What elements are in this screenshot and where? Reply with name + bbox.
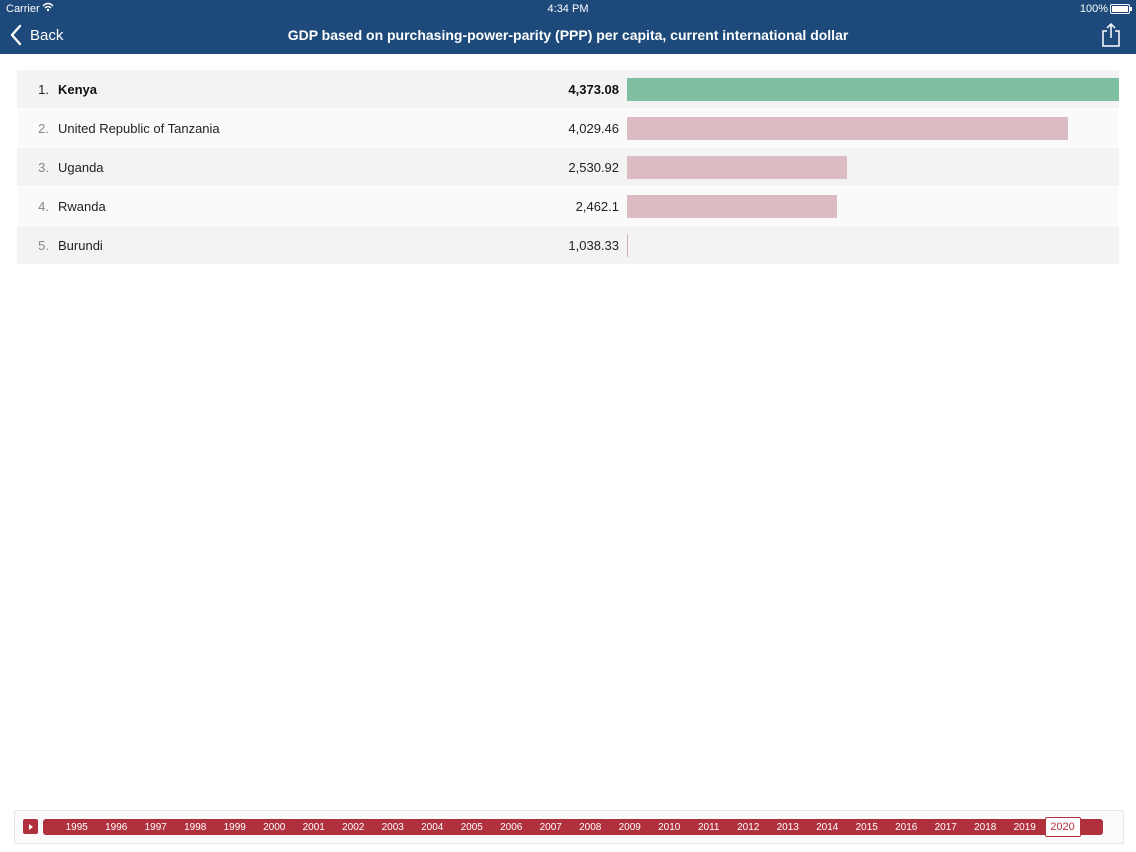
share-button[interactable] — [1100, 22, 1122, 48]
country-name: Rwanda — [58, 199, 106, 214]
play-button[interactable] — [23, 819, 38, 834]
table-row[interactable]: 5. Burundi 1,038.33 — [17, 226, 1119, 265]
country-name: Uganda — [58, 160, 104, 175]
year-2002[interactable]: 2002 — [342, 821, 365, 833]
page-title: GDP based on purchasing-power-parity (PP… — [287, 27, 849, 43]
year-2012[interactable]: 2012 — [737, 821, 760, 833]
country-value: 4,029.46 — [568, 121, 619, 136]
value-bar — [627, 117, 1069, 140]
year-2010[interactable]: 2010 — [658, 821, 681, 833]
row-rank: 1. — [38, 82, 49, 97]
row-rank: 2. — [38, 121, 49, 136]
country-value: 2,462.1 — [575, 199, 619, 214]
row-rank: 5. — [38, 238, 49, 253]
year-2008[interactable]: 2008 — [579, 821, 602, 833]
year-2017[interactable]: 2017 — [934, 821, 957, 833]
year-1996[interactable]: 1996 — [105, 821, 128, 833]
year-timeline: 1995 1996 1997 1998 1999 2000 2001 2002 2003 2004… — [14, 810, 1124, 844]
table-row[interactable]: 1. Kenya 4,373.08 — [17, 70, 1119, 109]
table-row[interactable]: 2. United Republic of Tanzania 4,029.46 — [17, 109, 1119, 148]
year-1995[interactable]: 1995 — [65, 821, 88, 833]
year-2009[interactable]: 2009 — [618, 821, 641, 833]
value-bar — [627, 195, 838, 218]
country-name: Kenya — [58, 82, 98, 97]
battery-percent: 100% — [1079, 3, 1108, 15]
year-2014[interactable]: 2014 — [816, 821, 839, 833]
row-rank: 3. — [38, 160, 49, 175]
navigation-bar: Carrier 4:34 PM 100% Back GDP based on p… — [0, 0, 1136, 54]
year-2020[interactable]: 2020 — [1044, 817, 1081, 837]
year-2018[interactable]: 2018 — [974, 821, 997, 833]
year-2007[interactable]: 2007 — [539, 821, 562, 833]
country-value: 1,038.33 — [568, 238, 619, 253]
carrier-label: Carrier — [6, 3, 40, 15]
year-2003[interactable]: 2003 — [381, 821, 404, 833]
year-slider[interactable]: 1995 1996 1997 1998 1999 2000 2001 2002 2003 2004… — [43, 817, 1103, 837]
share-icon — [1102, 22, 1120, 47]
year-2001[interactable]: 2001 — [302, 821, 325, 833]
value-bar — [627, 156, 848, 179]
table-row[interactable]: 3. Uganda 2,530.92 — [17, 148, 1119, 187]
year-2005[interactable]: 2005 — [460, 821, 483, 833]
year-2011[interactable]: 2011 — [697, 821, 720, 833]
battery-icon — [1110, 4, 1132, 14]
ranking-table: 1. Kenya 4,373.08 2. United Republic of Tanz… — [17, 70, 1119, 265]
year-1999[interactable]: 1999 — [223, 821, 246, 833]
country-value: 2,530.92 — [568, 160, 619, 175]
chevron-left-icon — [10, 24, 22, 46]
year-2016[interactable]: 2016 — [895, 821, 918, 833]
wifi-icon — [42, 1, 54, 16]
row-rank: 4. — [38, 199, 49, 214]
year-2004[interactable]: 2004 — [421, 821, 444, 833]
back-button[interactable]: Back — [8, 22, 63, 48]
value-bar — [627, 234, 628, 257]
year-2019[interactable]: 2019 — [1013, 821, 1036, 833]
country-value: 4,373.08 — [568, 82, 619, 97]
country-name: Burundi — [58, 238, 103, 253]
table-row[interactable]: 4. Rwanda 2,462.1 — [17, 187, 1119, 226]
year-1998[interactable]: 1998 — [184, 821, 207, 833]
status-bar: Carrier 4:34 PM 100% — [0, 0, 1136, 18]
year-2013[interactable]: 2013 — [776, 821, 799, 833]
year-2006[interactable]: 2006 — [500, 821, 523, 833]
year-1997[interactable]: 1997 — [144, 821, 167, 833]
year-2000[interactable]: 2000 — [263, 821, 286, 833]
status-time: 4:34 PM — [547, 3, 589, 15]
year-2015[interactable]: 2015 — [855, 821, 878, 833]
value-bar — [627, 78, 1119, 101]
country-name: United Republic of Tanzania — [58, 121, 220, 136]
back-label: Back — [30, 26, 64, 44]
